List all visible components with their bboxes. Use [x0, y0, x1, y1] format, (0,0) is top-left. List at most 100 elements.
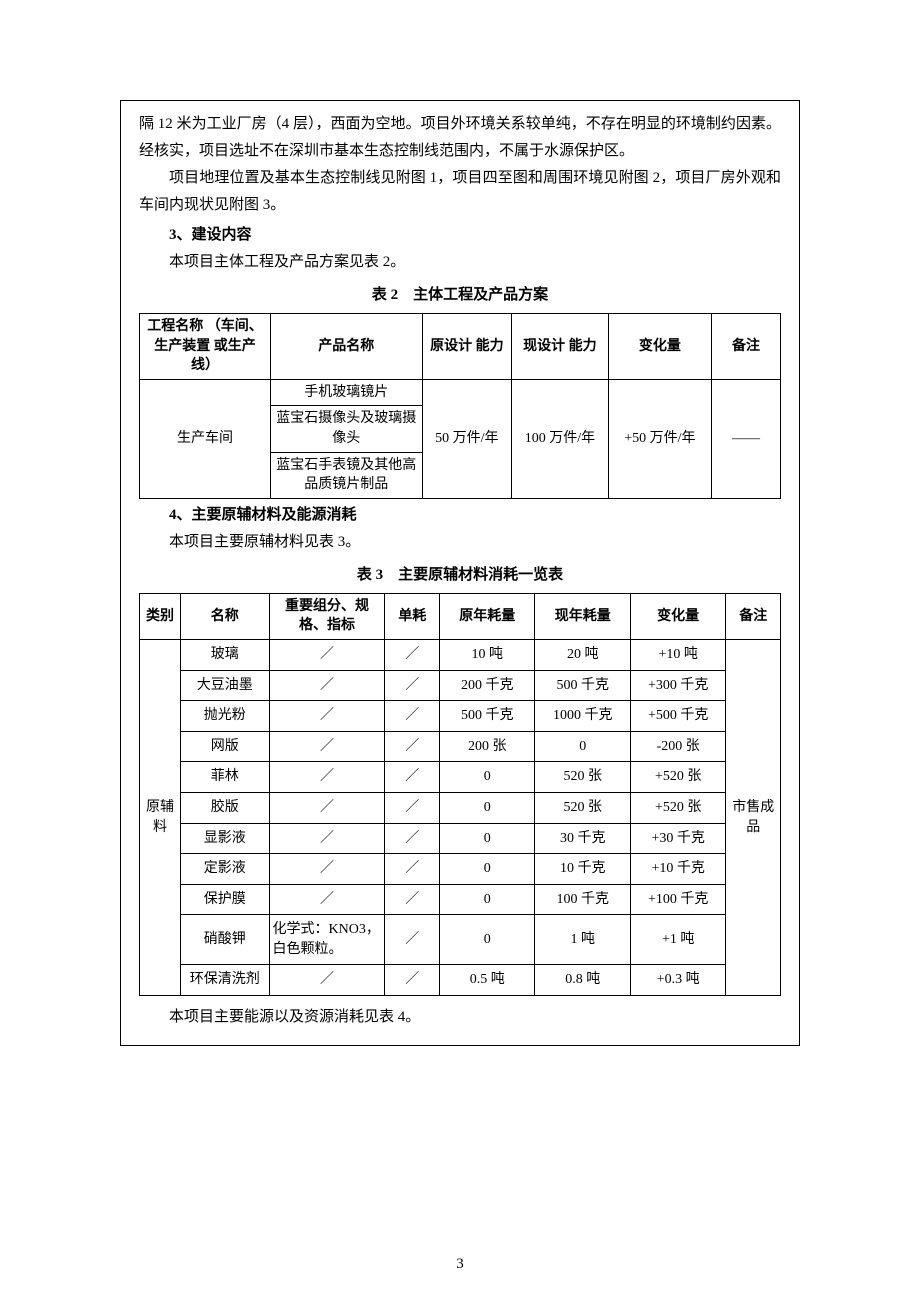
table-2-col-0: 工程名称 （车间、生产装置 或生产线） [140, 314, 271, 380]
table-3-cell-unit: ／ [385, 762, 440, 793]
section-3-heading: 3、建设内容 [139, 222, 781, 249]
table-3-cell-unit: ／ [385, 701, 440, 732]
table-3-cell-delta: +500 千克 [630, 701, 725, 732]
table-3-cell-spec: ／ [269, 731, 385, 762]
table-row: 保护膜／／0100 千克+100 千克 [140, 884, 781, 915]
table-3-cell-orig: 0 [440, 823, 535, 854]
table-row: 抛光粉／／500 千克1000 千克+500 千克 [140, 701, 781, 732]
table-row: 菲林／／0520 张+520 张 [140, 762, 781, 793]
table-row: 大豆油墨／／200 千克500 千克+300 千克 [140, 670, 781, 701]
table-3-cell-spec: ／ [269, 670, 385, 701]
table-2-product-0: 手机玻璃镜片 [270, 379, 422, 406]
table-3-cell-delta: +30 千克 [630, 823, 725, 854]
table-row: 类别 名称 重要组分、规格、指标 单耗 原年耗量 现年耗量 变化量 备注 [140, 593, 781, 639]
table-3-cell-spec: ／ [269, 965, 385, 996]
table-3-col-2: 重要组分、规格、指标 [269, 593, 385, 639]
table-3-cell-spec: ／ [269, 854, 385, 885]
table-2-col-4: 变化量 [608, 314, 711, 380]
table-3-cell-name: 胶版 [180, 792, 269, 823]
table-3-col-7: 备注 [726, 593, 781, 639]
table-3-cell-orig: 500 千克 [440, 701, 535, 732]
table-row: 定影液／／010 千克+10 千克 [140, 854, 781, 885]
table-row: 环保清洗剂／／0.5 吨0.8 吨+0.3 吨 [140, 965, 781, 996]
section-4-line: 本项目主要原辅材料见表 3。 [139, 529, 781, 556]
table-2-product-1: 蓝宝石摄像头及玻璃摄像头 [270, 406, 422, 452]
table-3-cell-spec: ／ [269, 884, 385, 915]
table-3-cell-delta: +300 千克 [630, 670, 725, 701]
section-4-tail: 本项目主要能源以及资源消耗见表 4。 [139, 1004, 781, 1031]
table-2-col-3: 现设计 能力 [512, 314, 608, 380]
table-2-note: —— [712, 379, 781, 498]
table-row: 硝酸钾化学式：KNO3，白色颗粒。／01 吨+1 吨 [140, 915, 781, 965]
table-3-cell-spec: ／ [269, 762, 385, 793]
table-3-col-3: 单耗 [385, 593, 440, 639]
content-box: 隔 12 米为工业厂房（4 层），西面为空地。项目外环境关系较单纯，不存在明显的… [120, 100, 800, 1046]
table-3-cell-now: 10 千克 [535, 854, 630, 885]
table-3-cell-orig: 200 千克 [440, 670, 535, 701]
table-3-cell-unit: ／ [385, 823, 440, 854]
table-3-cell-delta: +10 吨 [630, 639, 725, 670]
table-2-delta: +50 万件/年 [608, 379, 711, 498]
table-3-cell-spec: ／ [269, 792, 385, 823]
table-3-cell-orig: 0 [440, 762, 535, 793]
table-3-cell-now: 20 吨 [535, 639, 630, 670]
table-2-col-5: 备注 [712, 314, 781, 380]
table-3-cell-name: 保护膜 [180, 884, 269, 915]
table-3-cell-delta: +0.3 吨 [630, 965, 725, 996]
table-3-cell-now: 520 张 [535, 792, 630, 823]
table-3-cell-spec: ／ [269, 823, 385, 854]
table-3-cell-unit: ／ [385, 915, 440, 965]
table-3-cell-orig: 0.5 吨 [440, 965, 535, 996]
table-3-cell-name: 显影液 [180, 823, 269, 854]
table-2-workshop: 生产车间 [140, 379, 271, 498]
table-3-cell-orig: 0 [440, 854, 535, 885]
table-3-cell-name: 大豆油墨 [180, 670, 269, 701]
table-row: 胶版／／0520 张+520 张 [140, 792, 781, 823]
table-3-remark: 市售成品 [726, 639, 781, 995]
table-3-cell-orig: 0 [440, 915, 535, 965]
table-3-category: 原辅料 [140, 639, 181, 995]
table-3-cell-name: 定影液 [180, 854, 269, 885]
table-row: 网版／／200 张0-200 张 [140, 731, 781, 762]
table-3-cell-name: 菲林 [180, 762, 269, 793]
table-3-col-4: 原年耗量 [440, 593, 535, 639]
table-3-cell-delta: +100 千克 [630, 884, 725, 915]
page: 隔 12 米为工业厂房（4 层），西面为空地。项目外环境关系较单纯，不存在明显的… [0, 0, 920, 1302]
table-2-new-cap: 100 万件/年 [512, 379, 608, 498]
table-2-product-2: 蓝宝石手表镜及其他高品质镜片制品 [270, 452, 422, 498]
table-row: 显影液／／030 千克+30 千克 [140, 823, 781, 854]
page-number: 3 [0, 1251, 920, 1278]
paragraph-2: 项目地理位置及基本生态控制线见附图 1，项目四至图和周围环境见附图 2，项目厂房… [139, 165, 781, 219]
table-row: 工程名称 （车间、生产装置 或生产线） 产品名称 原设计 能力 现设计 能力 变… [140, 314, 781, 380]
table-3-col-6: 变化量 [630, 593, 725, 639]
table-3-cell-unit: ／ [385, 731, 440, 762]
table-row: 生产车间 手机玻璃镜片 50 万件/年 100 万件/年 +50 万件/年 —— [140, 379, 781, 406]
table-3-cell-spec: ／ [269, 639, 385, 670]
table-3-cell-unit: ／ [385, 792, 440, 823]
table-2-title: 表 2 主体工程及产品方案 [139, 282, 781, 309]
table-3-cell-now: 0.8 吨 [535, 965, 630, 996]
table-3-cell-orig: 0 [440, 792, 535, 823]
table-3-cell-unit: ／ [385, 884, 440, 915]
table-3-cell-now: 100 千克 [535, 884, 630, 915]
table-3-cell-delta: -200 张 [630, 731, 725, 762]
table-3-cell-unit: ／ [385, 670, 440, 701]
section-4-heading: 4、主要原辅材料及能源消耗 [139, 502, 781, 529]
table-3-cell-orig: 0 [440, 884, 535, 915]
table-3-col-1: 名称 [180, 593, 269, 639]
table-3-cell-now: 1 吨 [535, 915, 630, 965]
table-3-cell-spec: ／ [269, 701, 385, 732]
table-3-cell-now: 30 千克 [535, 823, 630, 854]
table-2-col-1: 产品名称 [270, 314, 422, 380]
table-3-cell-delta: +520 张 [630, 792, 725, 823]
table-3-cell-name: 玻璃 [180, 639, 269, 670]
table-3-cell-unit: ／ [385, 639, 440, 670]
table-3-cell-spec: 化学式：KNO3，白色颗粒。 [269, 915, 385, 965]
table-3-cell-now: 1000 千克 [535, 701, 630, 732]
table-3-cell-orig: 200 张 [440, 731, 535, 762]
table-3-cell-name: 硝酸钾 [180, 915, 269, 965]
table-3-cell-unit: ／ [385, 854, 440, 885]
table-3-cell-now: 500 千克 [535, 670, 630, 701]
table-2: 工程名称 （车间、生产装置 或生产线） 产品名称 原设计 能力 现设计 能力 变… [139, 313, 781, 499]
table-3-cell-name: 环保清洗剂 [180, 965, 269, 996]
